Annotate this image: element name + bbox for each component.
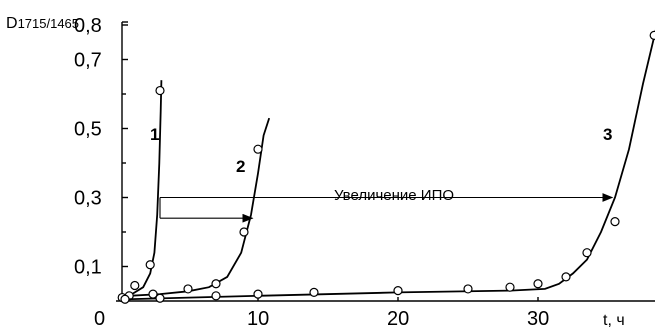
series-2-point-4 bbox=[239, 227, 249, 237]
series-1: 1 bbox=[117, 80, 165, 303]
x-ticks: 0 10 20 30 bbox=[94, 297, 549, 327]
series-3-point-7 bbox=[505, 282, 515, 292]
series-3-point-5 bbox=[393, 286, 403, 296]
series-1-point-1 bbox=[130, 280, 140, 291]
series-2-line bbox=[129, 117, 271, 297]
y-tick-label-1: 0,3 bbox=[74, 188, 102, 210]
series-3-point-12 bbox=[649, 30, 655, 40]
series-3-point-10 bbox=[582, 248, 592, 258]
series-3: 3 bbox=[120, 29, 655, 304]
series-3-point-8 bbox=[533, 279, 543, 289]
series-3-point-9 bbox=[561, 272, 571, 282]
annotation-arrows bbox=[159, 193, 614, 223]
series-1-point-3 bbox=[155, 85, 165, 96]
series-3-point-6 bbox=[463, 284, 473, 294]
series-3-point-3 bbox=[253, 289, 263, 299]
y-axis-label: D1715/1465 bbox=[6, 15, 79, 32]
series-2-label: 2 bbox=[236, 157, 245, 176]
y-tick-label-3: 0,7 bbox=[74, 50, 102, 72]
series-2-point-2 bbox=[183, 284, 193, 294]
x-tick-label-0: 0 bbox=[94, 308, 105, 327]
series-1-point-2 bbox=[145, 260, 155, 270]
series-3-point-0 bbox=[120, 294, 130, 304]
series-3-point-1 bbox=[155, 293, 165, 303]
x-axis-label: t, ч bbox=[603, 312, 625, 327]
series-1-label: 1 bbox=[150, 125, 159, 144]
annotation-text: Увеличение ИПО bbox=[334, 187, 454, 204]
y-tick-label-0: 0,1 bbox=[74, 257, 102, 279]
series-3-point-2 bbox=[211, 291, 221, 301]
y-tick-label-4: 0,8 bbox=[74, 15, 102, 37]
series-layer: 1 2 3 bbox=[117, 29, 655, 304]
x-tick-label-3: 30 bbox=[527, 308, 549, 327]
y-ticks: 0,1 0,3 0,5 0,7 0,8 bbox=[74, 15, 128, 279]
series-3-label: 3 bbox=[603, 125, 612, 144]
series-1-line bbox=[121, 80, 163, 299]
series-3-line bbox=[124, 29, 655, 301]
x-tick-label-2: 20 bbox=[387, 308, 409, 327]
series-3-point-11 bbox=[610, 217, 620, 227]
series-2-point-3 bbox=[211, 279, 221, 289]
series-2: 2 bbox=[124, 117, 271, 301]
x-tick-label-1: 10 bbox=[247, 308, 269, 327]
series-3-point-4 bbox=[309, 287, 319, 297]
series-2-point-5 bbox=[253, 144, 263, 154]
y-tick-label-2: 0,5 bbox=[74, 119, 102, 141]
